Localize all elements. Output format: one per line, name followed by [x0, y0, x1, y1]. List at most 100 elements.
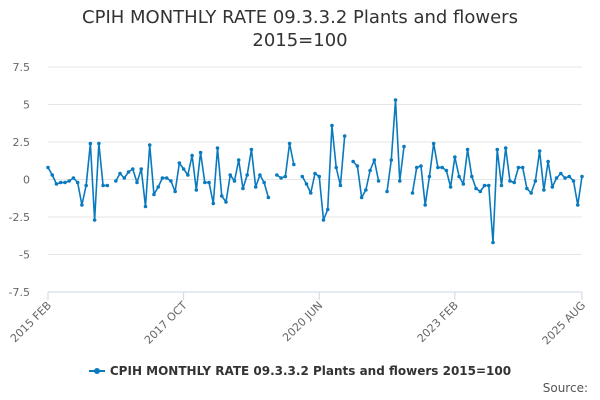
- x-tick-label: 2015 FEB: [8, 299, 54, 345]
- data-point: [575, 203, 580, 207]
- data-point: [88, 141, 93, 146]
- data-point: [105, 183, 110, 188]
- data-point: [80, 203, 84, 207]
- series-line: [386, 99, 405, 192]
- data-point: [503, 146, 508, 150]
- data-point: [101, 183, 105, 188]
- data-point: [160, 176, 165, 180]
- series-line: [276, 142, 295, 179]
- data-point: [376, 179, 381, 183]
- x-tick-label: 2025 AUG: [540, 299, 589, 348]
- data-point: [546, 159, 550, 164]
- data-point: [554, 176, 559, 180]
- data-point: [351, 159, 355, 164]
- data-point: [533, 179, 538, 183]
- data-point: [46, 165, 50, 170]
- data-point: [186, 173, 190, 177]
- data-point: [198, 150, 203, 155]
- data-point: [304, 182, 309, 186]
- source-label: Source:: [542, 381, 588, 395]
- data-point: [457, 174, 461, 179]
- data-point: [385, 189, 389, 194]
- data-point: [516, 165, 521, 170]
- data-point: [334, 165, 338, 170]
- data-point: [364, 188, 368, 192]
- data-point: [317, 174, 322, 179]
- data-point: [194, 188, 199, 192]
- data-point: [177, 161, 182, 165]
- data-point: [325, 207, 330, 212]
- data-point: [508, 179, 512, 183]
- data-point: [67, 179, 71, 183]
- y-tick-label: 7.5: [13, 61, 31, 74]
- data-point: [50, 173, 55, 177]
- data-point: [330, 123, 334, 128]
- data-point: [58, 180, 63, 185]
- data-point: [236, 158, 241, 162]
- data-point: [143, 204, 148, 209]
- chart-subtitle: 2015=100: [252, 30, 348, 51]
- data-point: [84, 183, 88, 188]
- data-point: [440, 165, 444, 170]
- data-point: [397, 179, 402, 183]
- legend-line-marker-icon: [88, 367, 105, 375]
- data-point: [550, 185, 555, 189]
- data-point: [338, 183, 343, 188]
- data-point: [283, 174, 288, 179]
- data-point: [520, 165, 525, 170]
- data-point: [203, 180, 207, 185]
- data-point: [71, 176, 76, 180]
- data-point: [292, 162, 296, 167]
- data-point: [465, 147, 470, 152]
- chart-legend[interactable]: CPIH MONTHLY RATE 09.3.3.2 Plants and fl…: [0, 364, 600, 378]
- data-point: [279, 176, 283, 180]
- data-point: [173, 189, 177, 194]
- data-point: [228, 173, 233, 177]
- data-point: [423, 203, 427, 207]
- series-layer: [46, 98, 584, 245]
- data-point: [258, 173, 262, 177]
- data-point: [147, 143, 152, 147]
- data-point: [414, 165, 419, 170]
- y-tick-label: -7.5: [9, 286, 30, 299]
- data-point: [402, 144, 406, 149]
- y-tick-label: -2.5: [9, 211, 30, 224]
- data-point: [308, 191, 313, 195]
- data-point: [241, 186, 245, 191]
- y-tick-label: 0: [23, 174, 30, 187]
- data-point: [537, 149, 542, 153]
- data-point: [359, 195, 364, 200]
- data-point: [431, 141, 436, 146]
- data-point: [482, 183, 487, 188]
- data-point: [275, 173, 279, 177]
- data-point: [92, 218, 97, 222]
- data-point: [122, 176, 127, 180]
- data-point: [135, 180, 139, 185]
- data-point: [478, 189, 483, 194]
- data-point: [529, 191, 533, 195]
- data-point: [453, 155, 457, 159]
- x-tick-label: 2023 FEB: [415, 299, 461, 345]
- data-point: [355, 164, 360, 168]
- data-point: [190, 153, 194, 158]
- y-tick-label: 2.5: [13, 136, 31, 149]
- data-point: [499, 183, 504, 188]
- data-point: [580, 174, 584, 179]
- data-point: [63, 180, 67, 185]
- data-point: [114, 179, 118, 183]
- data-point: [300, 174, 305, 179]
- chart-title: CPIH MONTHLY RATE 09.3.3.2 Plants and fl…: [0, 6, 600, 52]
- data-point: [368, 168, 372, 173]
- data-point: [54, 182, 59, 186]
- series-line: [301, 124, 346, 221]
- data-point: [372, 158, 377, 162]
- data-point: [461, 182, 466, 186]
- data-point: [287, 141, 292, 146]
- data-point: [427, 174, 432, 179]
- data-point: [525, 186, 529, 191]
- y-axis: -7.5 -5 -2.5 0 2.5 5 7.5: [9, 61, 30, 299]
- y-tick-label: -5: [19, 249, 30, 262]
- chart-title-main: CPIH MONTHLY RATE 09.3.3.2 Plants and fl…: [82, 7, 518, 28]
- data-point: [486, 183, 491, 188]
